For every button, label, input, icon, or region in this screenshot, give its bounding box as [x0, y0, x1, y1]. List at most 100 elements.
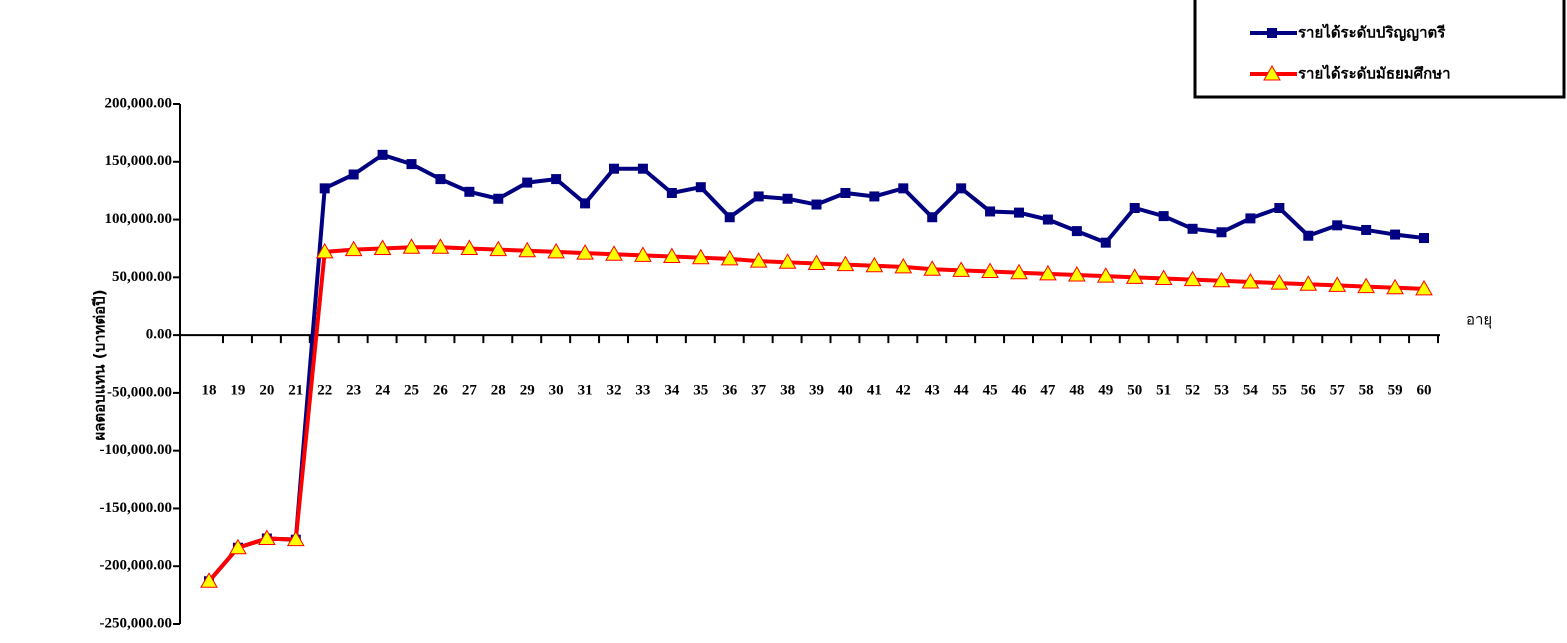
legend-marker — [1263, 64, 1281, 81]
legend-marker — [1267, 28, 1277, 38]
marker — [576, 244, 594, 260]
marker — [1357, 277, 1376, 294]
marker — [286, 530, 305, 547]
marker — [1125, 268, 1144, 284]
marker — [547, 242, 566, 259]
marker — [406, 159, 417, 170]
y-tick-label: 100,000.00 — [105, 211, 173, 227]
marker — [691, 248, 710, 265]
marker — [811, 199, 822, 210]
marker — [1274, 203, 1285, 213]
series-line — [207, 245, 1425, 583]
marker — [377, 149, 388, 160]
legend-label: รายได้ระดับมัธยมศึกษา — [1298, 64, 1451, 83]
y-tick-label: -100,000.00 — [100, 442, 173, 458]
x-tick-label: 54 — [1243, 383, 1259, 399]
marker — [840, 187, 851, 198]
marker — [1303, 230, 1314, 241]
marker — [1328, 276, 1347, 292]
x-tick-label: 55 — [1272, 383, 1287, 399]
marker — [1386, 278, 1404, 295]
marker — [431, 238, 450, 254]
marker — [580, 198, 591, 209]
marker — [923, 260, 942, 276]
x-tick-label: 18 — [202, 383, 217, 399]
marker — [348, 169, 359, 180]
x-tick-label: 33 — [635, 383, 650, 399]
marker — [749, 252, 768, 268]
marker — [985, 206, 996, 217]
marker — [609, 163, 619, 174]
legend-label: รายได้ระดับปริญญาตรี — [1298, 23, 1446, 42]
marker — [493, 193, 504, 204]
marker — [724, 212, 735, 223]
x-tick-label: 23 — [346, 383, 361, 399]
marker — [865, 256, 884, 273]
marker — [869, 191, 880, 202]
marker — [807, 254, 826, 270]
marker — [200, 572, 218, 588]
y-axis-label: ผลตอบแทน (บาทต่อปี) — [91, 289, 109, 440]
marker — [464, 186, 475, 197]
marker — [778, 253, 797, 269]
marker — [1096, 267, 1115, 283]
x-tick-label: 57 — [1330, 383, 1346, 399]
marker — [1241, 272, 1260, 289]
x-tick-label: 19 — [230, 383, 245, 399]
marker — [1245, 213, 1256, 224]
marker — [1100, 237, 1111, 248]
marker — [1270, 274, 1289, 290]
x-tick-label: 53 — [1214, 383, 1229, 399]
marker — [460, 239, 479, 255]
marker — [1415, 279, 1433, 296]
marker — [605, 245, 623, 261]
x-tick-label: 41 — [867, 383, 882, 399]
x-tick-label: 26 — [433, 383, 449, 399]
marker — [1067, 266, 1086, 282]
marker — [1158, 211, 1169, 222]
marker — [1361, 224, 1372, 235]
series-line — [207, 152, 1425, 583]
marker — [551, 174, 562, 185]
x-tick-label: 35 — [693, 383, 708, 399]
marker — [229, 538, 247, 555]
marker — [1332, 220, 1343, 231]
marker — [1010, 263, 1028, 280]
marker — [1014, 207, 1024, 218]
marker — [435, 174, 446, 185]
y-tick-label: 150,000.00 — [105, 153, 173, 169]
marker — [1187, 223, 1198, 234]
x-tick-label: 28 — [491, 383, 506, 399]
y-tick-label: -50,000.00 — [107, 384, 172, 400]
marker — [720, 249, 739, 266]
x-tick-label: 21 — [288, 383, 303, 399]
x-tick-label: 52 — [1185, 383, 1200, 399]
x-tick-label: 40 — [838, 383, 853, 399]
marker — [836, 255, 855, 272]
x-tick-label: 36 — [722, 383, 738, 399]
marker — [373, 239, 392, 255]
marker — [634, 246, 652, 262]
x-tick-label: 50 — [1127, 383, 1142, 399]
marker — [522, 177, 533, 188]
x-tick-label: 22 — [317, 383, 332, 399]
marker — [956, 183, 967, 194]
x-tick-label: 47 — [1040, 383, 1056, 399]
x-tick-label: 49 — [1098, 383, 1113, 399]
marker — [1129, 203, 1140, 213]
x-tick-label: 38 — [780, 383, 795, 399]
y-tick-label: -150,000.00 — [100, 500, 173, 516]
x-tick-label: 46 — [1012, 383, 1028, 399]
marker — [315, 242, 334, 259]
marker — [695, 182, 706, 193]
x-tick-label: 39 — [809, 383, 824, 399]
x-tick-label: 20 — [259, 383, 274, 399]
x-tick-label: 31 — [578, 383, 593, 399]
marker — [257, 529, 276, 545]
marker — [1216, 227, 1227, 238]
x-tick-label: 25 — [404, 383, 419, 399]
marker — [402, 238, 421, 254]
marker — [894, 257, 913, 274]
x-axis-label: อายุ — [1466, 311, 1492, 330]
